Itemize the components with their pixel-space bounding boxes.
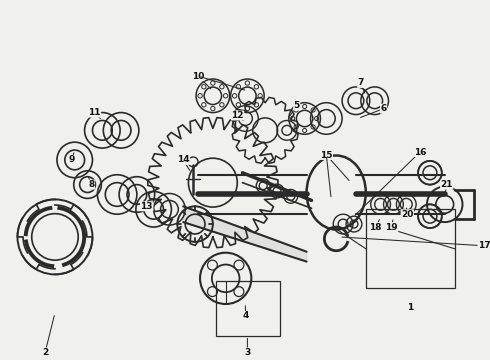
Bar — [216, 281, 280, 336]
Text: 1: 1 — [407, 303, 414, 312]
Text: 18: 18 — [369, 222, 382, 231]
Text: 10: 10 — [192, 72, 204, 81]
Bar — [366, 209, 455, 288]
Text: 6: 6 — [380, 104, 387, 113]
Text: 9: 9 — [69, 156, 75, 165]
Text: 19: 19 — [385, 222, 398, 231]
Text: 5: 5 — [294, 101, 300, 110]
Text: 8: 8 — [88, 180, 95, 189]
Polygon shape — [183, 206, 307, 262]
Text: 15: 15 — [320, 150, 333, 159]
Text: 17: 17 — [478, 241, 490, 250]
Text: 3: 3 — [245, 348, 250, 357]
Text: 16: 16 — [414, 148, 426, 157]
Text: 20: 20 — [401, 210, 414, 219]
Text: 7: 7 — [358, 78, 364, 87]
Text: 4: 4 — [242, 311, 248, 320]
Text: 21: 21 — [441, 180, 453, 189]
Text: 11: 11 — [88, 108, 100, 117]
Text: 14: 14 — [177, 156, 190, 165]
Text: 12: 12 — [231, 111, 244, 120]
Text: 2: 2 — [42, 348, 48, 357]
Text: 13: 13 — [141, 202, 153, 211]
